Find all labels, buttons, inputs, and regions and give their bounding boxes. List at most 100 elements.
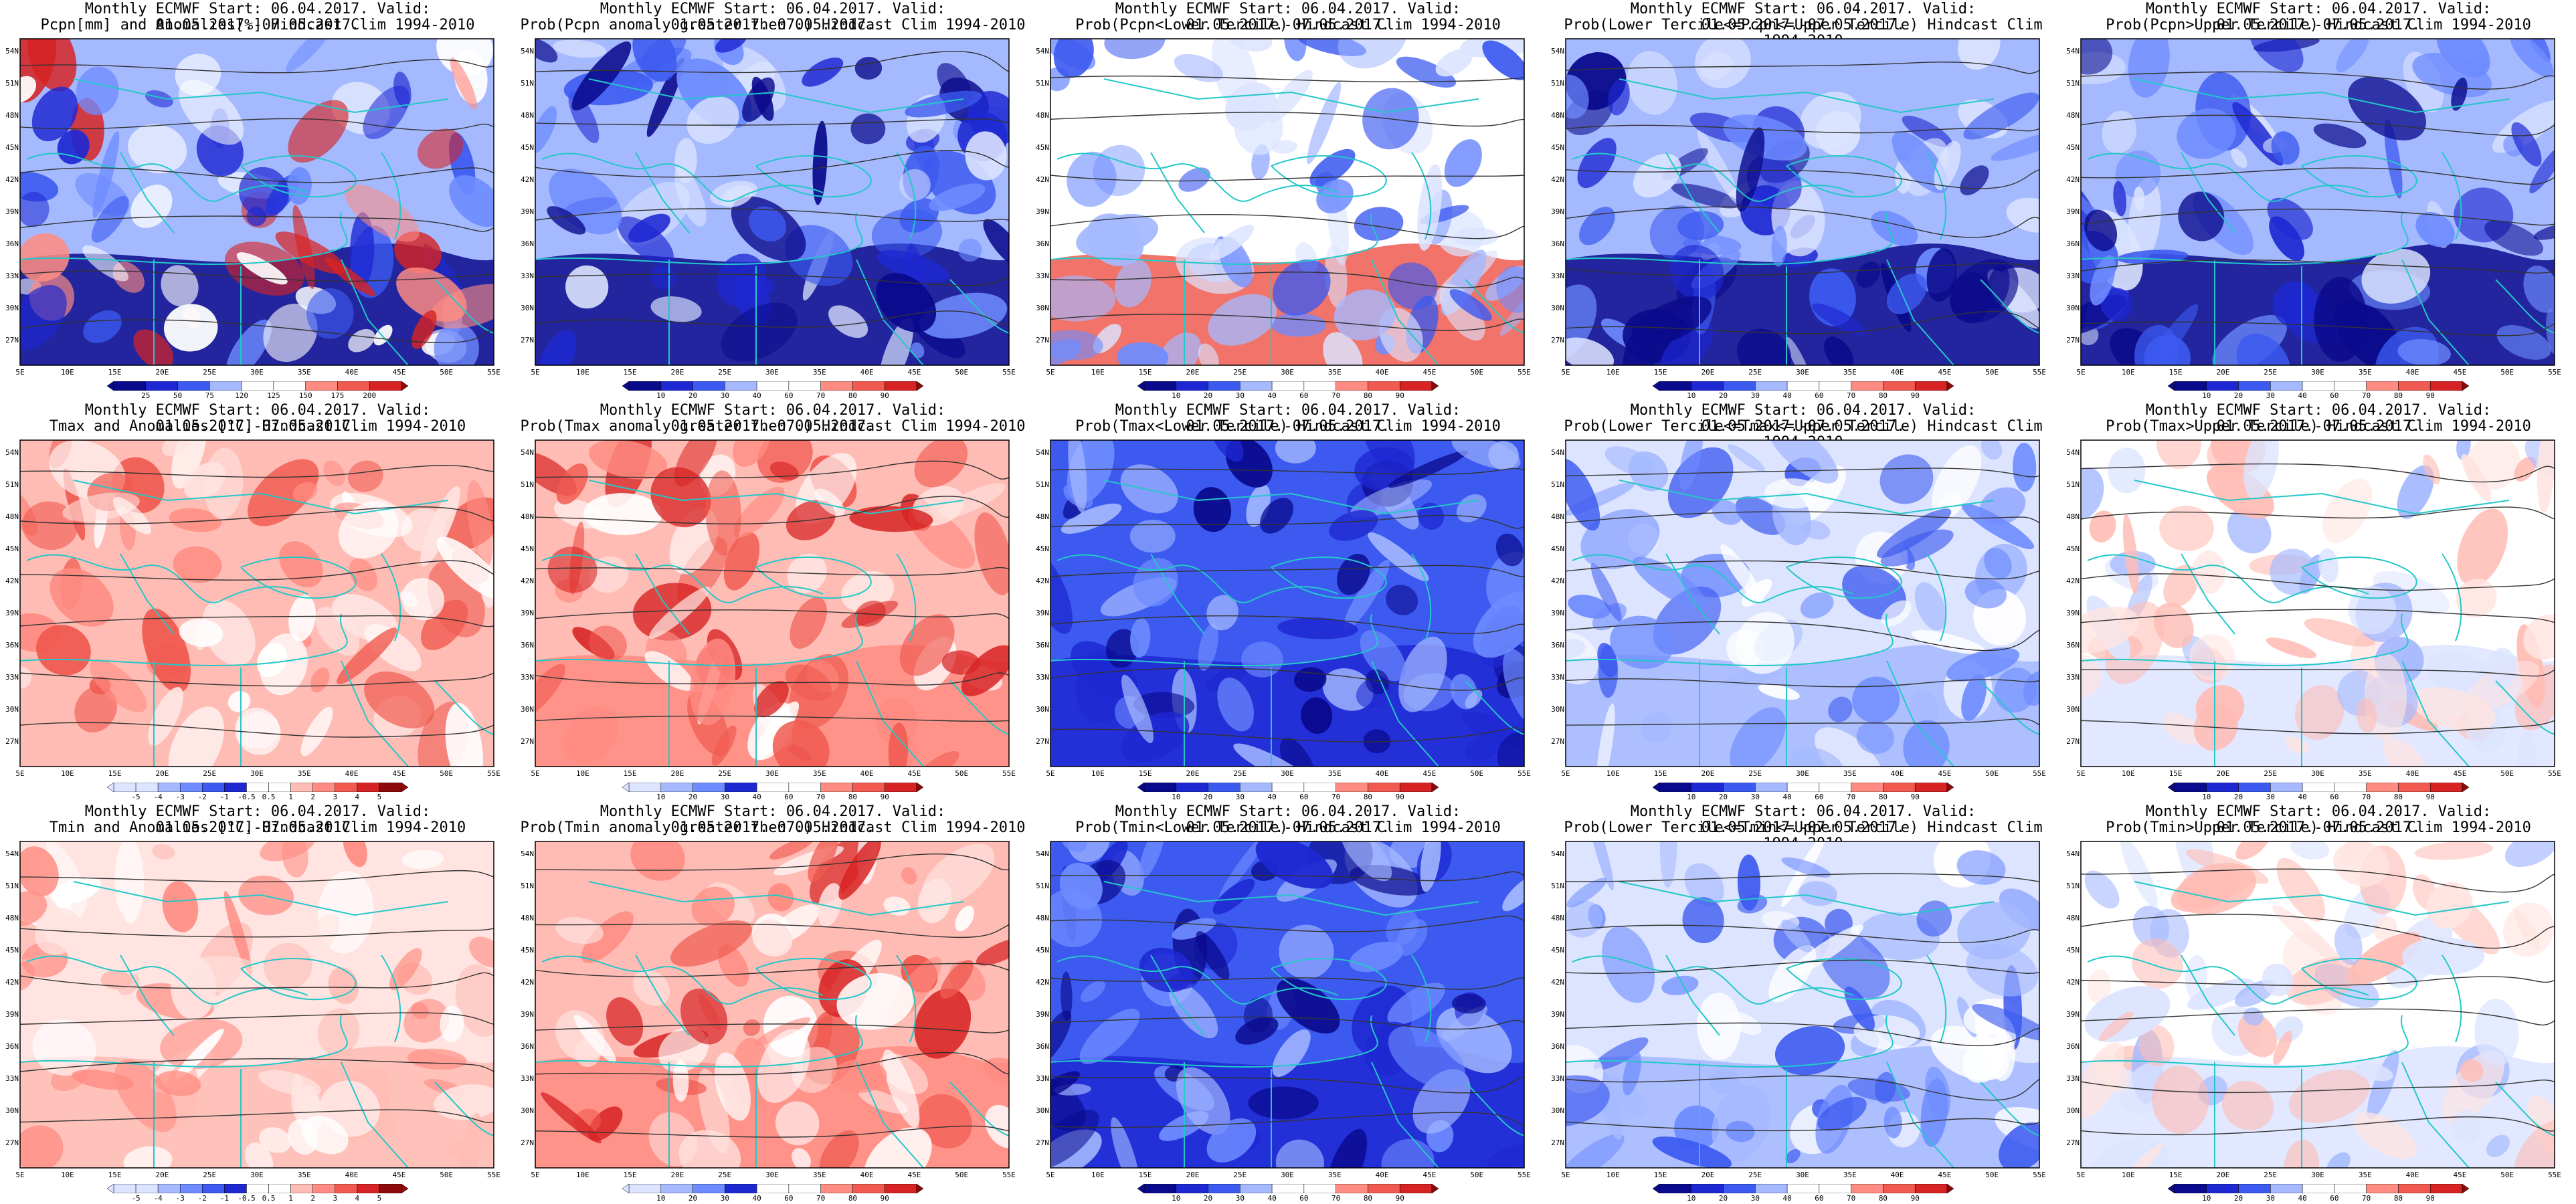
shaded-region xyxy=(2113,181,2126,217)
shaded-region xyxy=(1396,56,1457,88)
colorbar-segment xyxy=(852,381,885,391)
shaded-region xyxy=(2382,738,2427,767)
colorbar-segment xyxy=(1883,381,1916,391)
panel-title-line1: Monthly ECMWF Start: 06.04.2017. Valid: … xyxy=(1115,402,1461,435)
shaded-region xyxy=(748,206,787,241)
colorbar xyxy=(1137,1184,1439,1193)
colorbar-tick-label: 70 xyxy=(2362,391,2371,400)
coastline xyxy=(2301,958,2417,1001)
latitude-label: 54N xyxy=(2066,47,2080,56)
latitude-label: 45N xyxy=(5,544,19,553)
shaded-region xyxy=(161,265,199,307)
colorbar-tick-label: 25 xyxy=(141,391,151,400)
map-frame xyxy=(1565,439,2040,767)
shaded-region xyxy=(2207,465,2274,519)
latitude-label: 30N xyxy=(5,1106,19,1115)
longitude-label: 45E xyxy=(2453,1171,2467,1179)
longitude-label: 40E xyxy=(345,368,359,377)
map-panel: Monthly ECMWF Start: 06.04.2017. Valid: … xyxy=(1546,401,2061,803)
longitude-label: 50E xyxy=(440,1171,454,1179)
colorbar-tick-label: 40 xyxy=(752,1194,761,1203)
contour-line xyxy=(2081,259,2555,274)
shaded-region xyxy=(2484,220,2544,256)
longitude-label: 25E xyxy=(203,769,217,778)
contour-line xyxy=(1050,272,1524,288)
latitude-label: 45N xyxy=(521,143,534,152)
shaded-region xyxy=(282,841,308,878)
shaded-region xyxy=(1368,532,1429,581)
shaded-region xyxy=(171,440,207,489)
longitude-label: 20E xyxy=(1186,769,1200,778)
shaded-region xyxy=(1418,502,1445,530)
latitude-label: 39N xyxy=(2066,609,2080,617)
shaded-region xyxy=(301,1116,349,1155)
shaded-region xyxy=(169,508,222,532)
shaded-region xyxy=(2081,39,2113,75)
shaded-region xyxy=(2159,506,2214,551)
shaded-region xyxy=(628,213,670,243)
shaded-region xyxy=(2185,955,2207,1000)
shaded-region xyxy=(1981,440,2003,460)
coastline xyxy=(1050,1015,1378,1068)
longitude-label: 10E xyxy=(1091,769,1105,778)
colorbar-segment xyxy=(135,1184,159,1193)
shaded-region xyxy=(306,288,354,339)
colorbar-tick-label: 40 xyxy=(2298,391,2307,400)
longitude-label: 25E xyxy=(1748,769,1762,778)
latitude-label: 30N xyxy=(1036,304,1049,312)
map-frame xyxy=(1565,38,2040,366)
coastline xyxy=(588,78,964,114)
colorbar-arrow-left xyxy=(1653,1184,1660,1193)
latitude-label: 39N xyxy=(1551,1010,1564,1019)
shaded-region xyxy=(775,1101,820,1146)
shaded-region xyxy=(2533,223,2555,240)
shaded-region xyxy=(1301,697,1333,734)
shaded-region xyxy=(2457,508,2508,587)
shaded-region xyxy=(2461,454,2492,502)
shaded-region xyxy=(1451,993,1486,1014)
shaded-region xyxy=(1577,138,1617,189)
shaded-region xyxy=(691,886,735,926)
colorbar-tick-label: 70 xyxy=(816,391,826,400)
colorbar-segment xyxy=(1914,783,1948,792)
shaded-region xyxy=(173,546,222,583)
latitude-label: 48N xyxy=(1551,512,1564,521)
latitude-label: 27N xyxy=(1036,737,1049,746)
latitude-label: 33N xyxy=(5,272,19,280)
shaded-region xyxy=(714,1052,751,1121)
shaded-region xyxy=(2235,841,2270,860)
contour-line xyxy=(20,167,494,183)
shaded-region xyxy=(1327,1128,1368,1168)
shaded-region xyxy=(238,167,289,218)
colorbar-segment xyxy=(224,1184,247,1193)
colorbar-segment xyxy=(1368,381,1400,391)
coastline xyxy=(120,955,175,1036)
latitude-label: 27N xyxy=(521,336,534,344)
colorbar-segment xyxy=(2429,783,2463,792)
contour-line xyxy=(535,715,1009,722)
shaded-region xyxy=(2314,276,2367,362)
longitude-label: 30E xyxy=(765,1171,779,1179)
longitude-label: 45E xyxy=(907,368,921,377)
contour-line xyxy=(535,460,1009,480)
colorbar-segment xyxy=(725,783,757,792)
latitude-label: 42N xyxy=(1036,175,1049,184)
shaded-region xyxy=(1441,1005,1488,1042)
colorbar-segment xyxy=(788,1184,821,1193)
shaded-region xyxy=(1725,1120,1755,1142)
shaded-region xyxy=(275,231,346,274)
shaded-region xyxy=(20,76,37,103)
longitude-label: 50E xyxy=(440,769,454,778)
shaded-region xyxy=(767,883,794,912)
colorbar-tick-label: 40 xyxy=(1782,391,1792,400)
coastline xyxy=(1572,955,1854,1005)
colorbar-segment xyxy=(2206,381,2239,391)
colorbar-tick-label: 40 xyxy=(1782,793,1792,801)
shaded-region xyxy=(1333,289,1396,340)
forecast-map xyxy=(19,439,494,767)
colorbar-segment xyxy=(756,381,790,391)
shaded-region xyxy=(2397,465,2434,519)
shaded-region xyxy=(20,191,50,227)
shaded-region xyxy=(1050,276,1116,322)
shaded-region xyxy=(1497,731,1524,767)
